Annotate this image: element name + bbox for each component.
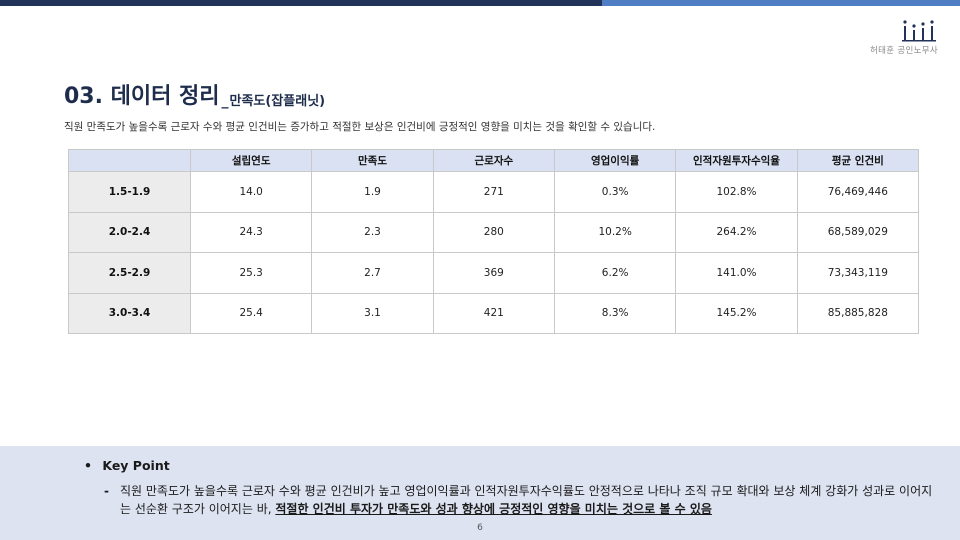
- page-number: 6: [477, 523, 483, 533]
- table-cell: 73,343,119: [796, 252, 920, 294]
- table-cell: 25.4: [189, 292, 313, 334]
- table-cell: 421: [432, 292, 555, 334]
- slide-title-row: 03. 데이터 정리 _ 만족도(잡플래닛): [64, 84, 326, 109]
- table-header-cell: 만족도: [311, 149, 434, 172]
- table-header-cell: [68, 149, 191, 172]
- table-cell: 24.3: [189, 211, 313, 253]
- table-header-cell: 근로자수: [432, 149, 555, 172]
- bullet-icon: •: [84, 458, 92, 473]
- table-cell: 85,885,828: [796, 292, 920, 334]
- table-cell: 369: [432, 252, 555, 294]
- table-cell: 141.0%: [675, 252, 798, 294]
- table-cell: 271: [432, 171, 555, 213]
- top-accent-bar-dark: [0, 0, 602, 6]
- key-point-plain-text: 직원 만족도가 높을수록 근로자 수와 평균 인건비가 높고 영업이익률과 인적…: [120, 484, 933, 516]
- table-cell: 68,589,029: [796, 211, 920, 253]
- table-cell: 145.2%: [675, 292, 798, 334]
- table-header-cell: 영업이익률: [553, 149, 677, 172]
- table-header-row: 설립연도 만족도 근로자수 영업이익률 인적자원투자수익율 평균 인건비: [68, 149, 920, 172]
- table-cell: 102.8%: [675, 171, 798, 213]
- bar-dots-logo-icon: [902, 20, 936, 42]
- table-row: 1.5-1.9 14.0 1.9 271 0.3% 102.8% 76,469,…: [68, 171, 920, 213]
- row-label-cell: 3.0-3.4: [68, 292, 191, 334]
- table-cell: 2.7: [311, 252, 434, 294]
- slide-title: 03. 데이터 정리: [64, 84, 220, 109]
- top-accent-bar-light: [602, 0, 960, 6]
- table-cell: 6.2%: [553, 252, 677, 294]
- table-cell: 14.0: [189, 171, 313, 213]
- slide-description: 직원 만족도가 높을수록 근로자 수와 평균 인건비는 증가하고 적절한 보상은…: [64, 121, 656, 133]
- row-label-cell: 1.5-1.9: [68, 171, 191, 213]
- key-point-title: Key Point: [102, 458, 170, 473]
- data-table: 설립연도 만족도 근로자수 영업이익률 인적자원투자수익율 평균 인건비 1.5…: [68, 149, 920, 334]
- table-cell: 76,469,446: [796, 171, 920, 213]
- row-label-cell: 2.5-2.9: [68, 252, 191, 294]
- table-cell: 2.3: [311, 211, 434, 253]
- table-cell: 264.2%: [675, 211, 798, 253]
- key-point-emphasis: 적절한 인건비 투자가 만족도와 성과 향상에 긍정적인 영향을 미치는 것으로…: [275, 502, 712, 516]
- title-separator: _: [221, 93, 229, 109]
- key-point-text: 직원 만족도가 높을수록 근로자 수와 평균 인건비가 높고 영업이익률과 인적…: [104, 482, 934, 518]
- key-point-heading: • Key Point: [84, 458, 170, 473]
- slide-subtitle: 만족도(잡플래닛): [229, 94, 326, 109]
- table-cell: 3.1: [311, 292, 434, 334]
- table-header-cell: 평균 인건비: [796, 149, 920, 172]
- table-row: 3.0-3.4 25.4 3.1 421 8.3% 145.2% 85,885,…: [68, 292, 920, 334]
- table-cell: 25.3: [189, 252, 313, 294]
- key-point-body: - 직원 만족도가 높을수록 근로자 수와 평균 인건비가 높고 영업이익률과 …: [104, 482, 934, 518]
- row-label-cell: 2.0-2.4: [68, 211, 191, 253]
- table-cell: 8.3%: [553, 292, 677, 334]
- table-row: 2.5-2.9 25.3 2.7 369 6.2% 141.0% 73,343,…: [68, 252, 920, 294]
- table-cell: 0.3%: [553, 171, 677, 213]
- table-cell: 280: [432, 211, 555, 253]
- table-header-cell: 설립연도: [189, 149, 313, 172]
- table-header-cell: 인적자원투자수익율: [675, 149, 798, 172]
- brand-name: 허태훈 공인노무사: [870, 46, 938, 56]
- table-cell: 10.2%: [553, 211, 677, 253]
- table-cell: 1.9: [311, 171, 434, 213]
- table-row: 2.0-2.4 24.3 2.3 280 10.2% 264.2% 68,589…: [68, 211, 920, 253]
- key-point-panel: • Key Point - 직원 만족도가 높을수록 근로자 수와 평균 인건비…: [0, 446, 960, 540]
- dash-icon: -: [104, 484, 109, 498]
